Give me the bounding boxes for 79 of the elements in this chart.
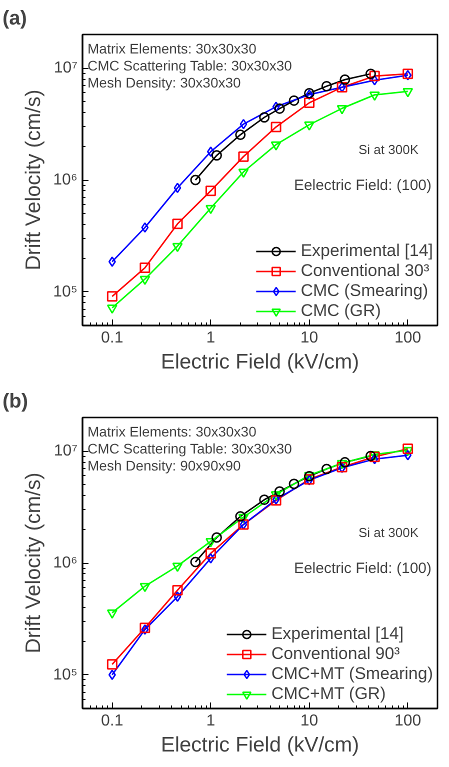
y-axis-title: Drift Velocity (cm/s) xyxy=(22,90,46,270)
y-tick-label: 10⁷ xyxy=(54,442,78,460)
point xyxy=(106,659,118,670)
point xyxy=(238,168,249,178)
annotation: Si at 300K xyxy=(358,142,419,157)
annotation: Eelectric Field: (100) xyxy=(294,177,432,194)
point xyxy=(172,585,183,596)
x-tick-label: 0.1 xyxy=(101,330,124,346)
annotation: CMC Scattering Table: 30x30x30 xyxy=(88,440,292,456)
point xyxy=(404,450,412,460)
y-tick-label: 10⁵ xyxy=(53,666,78,684)
y-tick-label: 10⁵ xyxy=(53,283,78,300)
point xyxy=(141,222,149,233)
point xyxy=(304,98,315,108)
point xyxy=(205,204,216,214)
point xyxy=(370,74,378,86)
legend-label: Experimental [14] xyxy=(300,241,433,261)
x-axis-title: Electric Field (kV/cm) xyxy=(160,350,360,374)
point xyxy=(369,70,380,82)
y-tick-label: 10⁶ xyxy=(53,554,78,572)
point xyxy=(108,670,116,680)
y-tick-label: 10⁶ xyxy=(53,172,78,188)
point xyxy=(205,538,216,548)
annotation: Matrix Elements: 30x30x30 xyxy=(88,424,257,440)
point xyxy=(270,491,282,500)
x-tick-label: 1 xyxy=(206,712,216,730)
point xyxy=(272,101,280,112)
point xyxy=(140,262,150,274)
annotation: Matrix Elements: 30x30x30 xyxy=(88,40,257,56)
point xyxy=(108,256,116,267)
y-axis-title: Drift Velocity (cm/s) xyxy=(22,472,46,654)
x-tick-label: 1 xyxy=(206,330,216,346)
x-axis-title: Electric Field (kV/cm) xyxy=(160,734,360,756)
point xyxy=(240,118,248,130)
legend-label: Conventional 30³ xyxy=(300,261,430,281)
point xyxy=(172,218,183,230)
point xyxy=(238,514,249,524)
point xyxy=(205,548,216,559)
legend-label: CMC+MT (Smearing) xyxy=(271,664,433,684)
x-tick-label: 10 xyxy=(300,712,318,730)
legend-label: CMC+MT (GR) xyxy=(271,684,386,704)
point xyxy=(270,141,282,151)
annotation: Mesh Density: 30x30x30 xyxy=(88,74,242,90)
point xyxy=(270,122,282,132)
legend-label: Experimental [14] xyxy=(271,624,404,644)
legend-label: Conventional 90³ xyxy=(271,644,400,664)
point xyxy=(106,304,118,314)
legend-label: CMC (Smearing) xyxy=(300,281,428,301)
x-tick-label: 100 xyxy=(394,712,422,730)
point xyxy=(140,276,150,286)
point xyxy=(172,562,183,572)
point xyxy=(336,105,348,114)
x-tick-label: 10 xyxy=(300,330,318,346)
point xyxy=(402,88,414,98)
x-tick-label: 100 xyxy=(394,330,422,346)
annotation: CMC Scattering Table: 30x30x30 xyxy=(88,58,292,74)
point xyxy=(238,151,249,162)
point xyxy=(336,460,348,470)
point xyxy=(140,582,150,592)
point xyxy=(206,146,214,157)
chart-title: (b) xyxy=(2,390,28,412)
point xyxy=(402,446,414,456)
point xyxy=(206,553,214,564)
point xyxy=(174,182,182,194)
point xyxy=(106,609,118,619)
annotation: Mesh Density: 90x90x90 xyxy=(88,458,242,474)
y-tick-label: 10⁷ xyxy=(54,60,78,77)
point xyxy=(304,121,315,131)
annotation: Si at 300K xyxy=(358,525,419,540)
point xyxy=(402,444,414,454)
annotation: Eelectric Field: (100) xyxy=(294,560,432,577)
point xyxy=(174,591,182,602)
x-tick-label: 0.1 xyxy=(101,712,124,730)
point xyxy=(106,291,118,302)
chart-title: (a) xyxy=(2,8,27,30)
point xyxy=(172,242,183,252)
point xyxy=(205,186,216,196)
point xyxy=(369,92,380,101)
legend-label: CMC (GR) xyxy=(300,301,381,321)
